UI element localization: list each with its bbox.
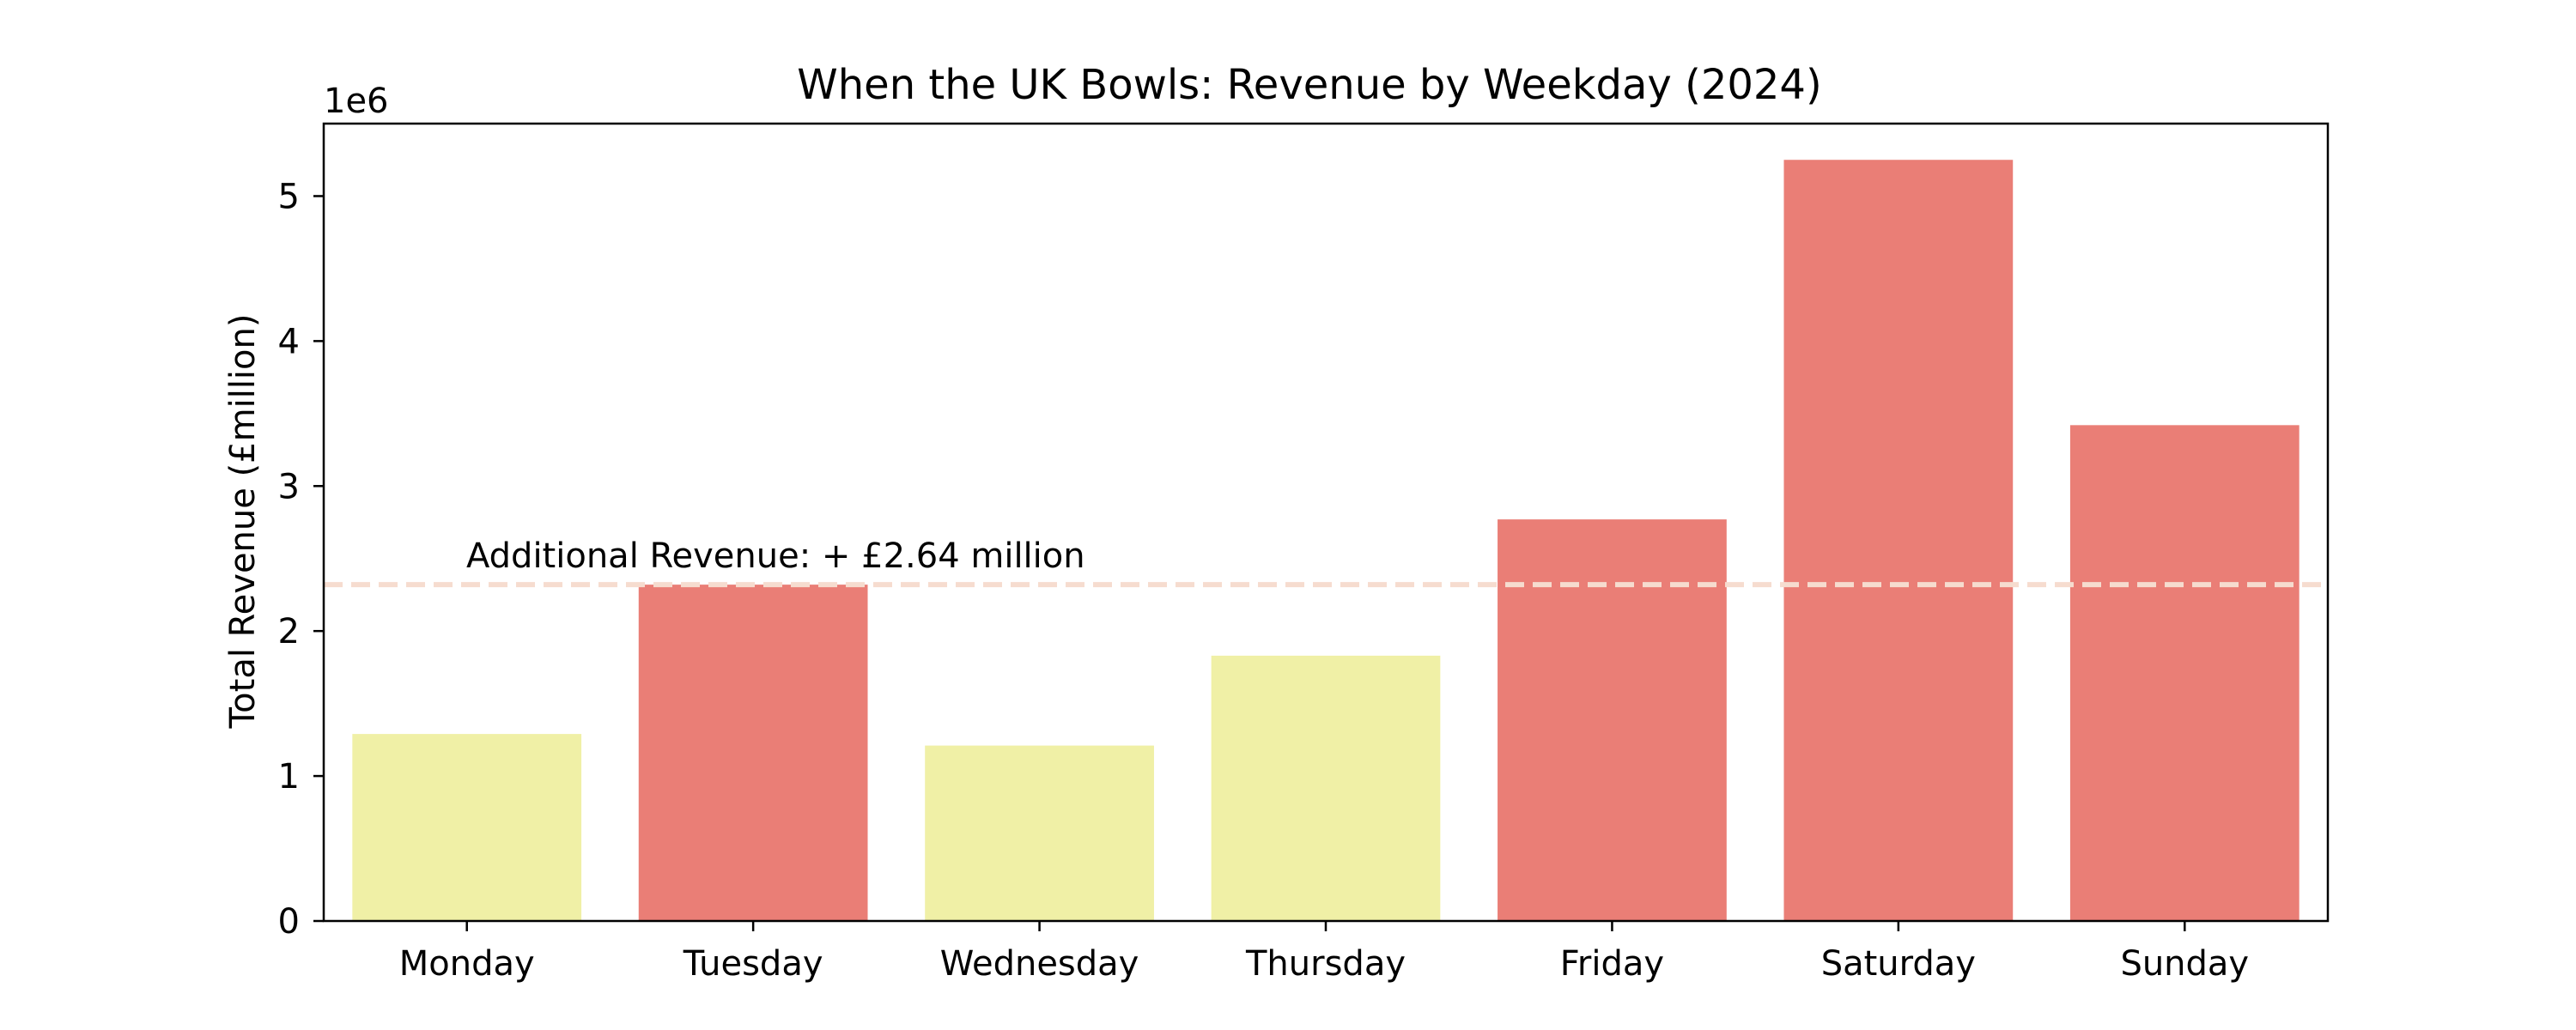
plot-frame [322, 122, 2330, 923]
y-tick-label: 5 [278, 177, 300, 216]
x-tick-label: Thursday [1245, 944, 1406, 984]
x-tick-label: Tuesday [683, 944, 823, 984]
bar-sunday [2069, 425, 2300, 921]
bar-thursday [1211, 655, 1441, 921]
bar-monday [352, 734, 582, 921]
bar-tuesday [638, 585, 868, 921]
bars-group [352, 160, 2300, 921]
x-tick-label: Monday [399, 944, 535, 984]
x-tick-label: Sunday [2120, 944, 2249, 984]
annotation-text: Additional Revenue: + £2.64 million [466, 536, 1085, 576]
y-tick-label: 2 [278, 612, 300, 651]
y-tick-label: 1 [278, 757, 300, 797]
y-tick-label: 0 [278, 902, 300, 942]
y-tick-label: 4 [278, 322, 300, 361]
x-tick-label: Wednesday [940, 944, 1139, 984]
y-axis-offset-label: 1e6 [324, 82, 389, 121]
x-tick-label: Friday [1560, 944, 1664, 984]
y-axis-label: Total Revenue (£million) [223, 314, 263, 730]
bar-friday [1498, 519, 1727, 921]
y-axis-ticks: 0 1 2 3 4 5 [278, 177, 324, 942]
y-tick-label: 3 [278, 467, 300, 506]
x-tick-label: Saturday [1821, 944, 1976, 984]
x-axis-ticks: Monday Tuesday Wednesday Thursday Friday Satu… [399, 921, 2249, 984]
bar-wednesday [925, 745, 1154, 921]
chart-title: When the UK Bowls: Revenue by Weekday (2… [797, 61, 1821, 109]
bar-saturday [1783, 160, 2014, 921]
